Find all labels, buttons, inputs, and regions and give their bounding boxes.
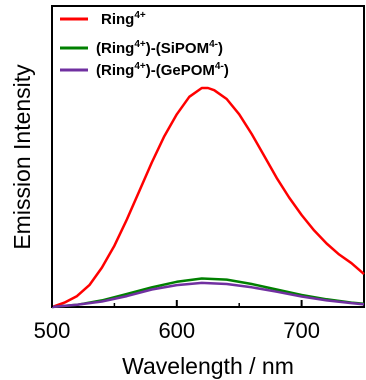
y-axis-title: Emission Intensity: [9, 64, 35, 250]
x-ticks: 500 600 700: [34, 300, 320, 343]
series-line-gepom: [51, 281, 365, 309]
x-tick-label: 700: [283, 318, 320, 343]
legend: Ring4+ (Ring4+)-(SiPOM4-) (Ring4+)-(GePO…: [60, 10, 229, 79]
legend-label-ring: Ring4+: [101, 10, 146, 28]
plot-frame: [51, 5, 365, 308]
x-tick-label: 500: [34, 318, 71, 343]
x-axis-title: Wavelength / nm: [122, 353, 294, 379]
legend-label-gepom: (Ring4+)-(GePOM4-): [96, 61, 229, 79]
legend-label-sipom: (Ring4+)-(SiPOM4-): [96, 39, 223, 57]
plot-area: 500 600 700: [34, 5, 365, 343]
x-tick-label: 600: [158, 318, 195, 343]
series-layer: [51, 86, 365, 309]
series-line-ring: [51, 86, 365, 309]
